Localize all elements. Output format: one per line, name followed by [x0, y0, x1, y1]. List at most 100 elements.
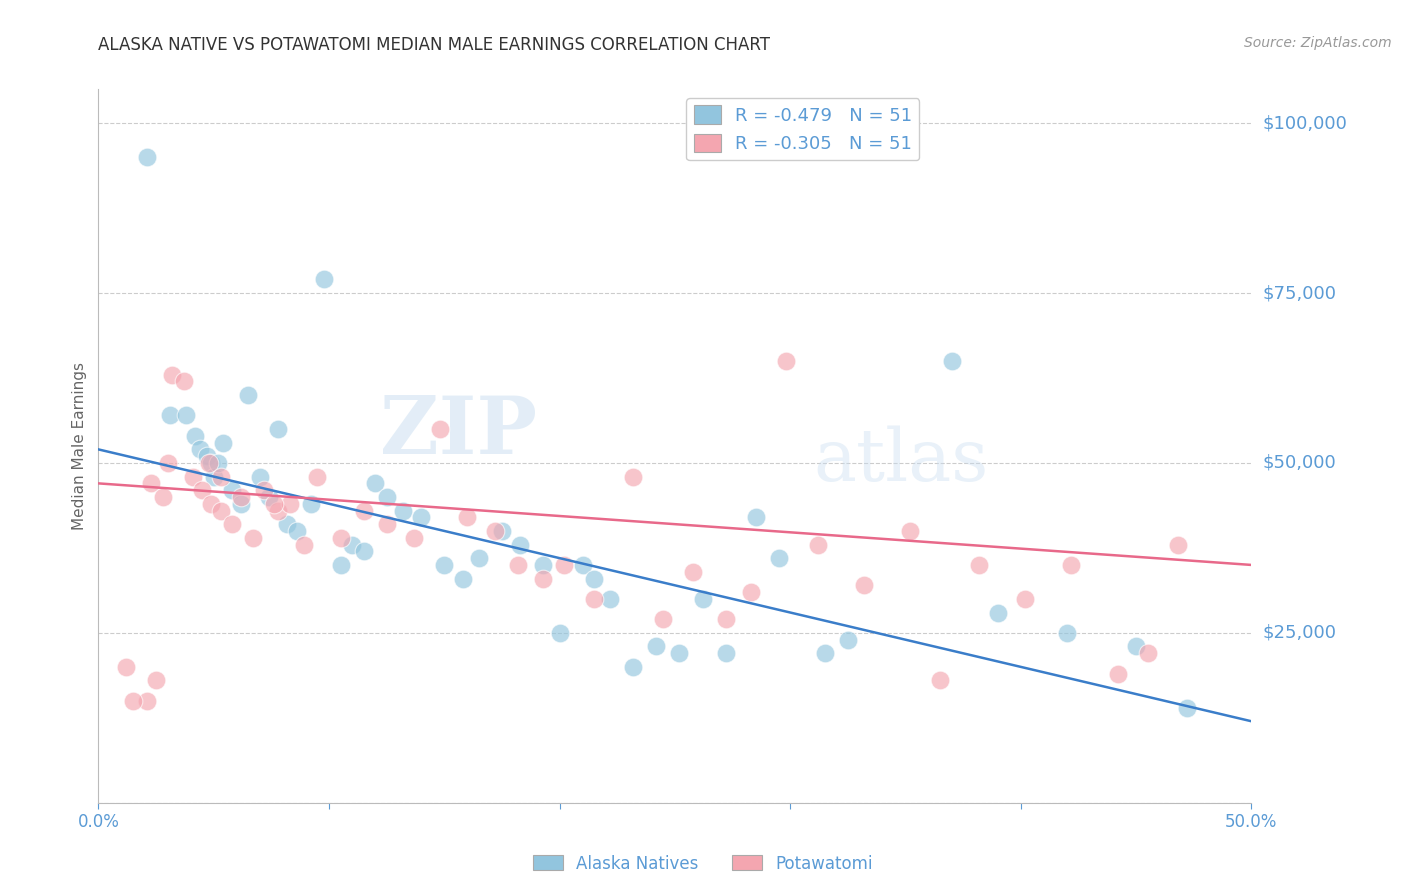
Text: ZIP: ZIP — [380, 392, 537, 471]
Point — [267, 422, 290, 436]
Point — [307, 469, 329, 483]
Point — [929, 673, 952, 688]
Point — [571, 558, 593, 572]
Point — [209, 469, 232, 483]
Point — [135, 150, 157, 164]
Point — [207, 456, 229, 470]
Point — [987, 606, 1010, 620]
Point — [159, 409, 181, 423]
Point — [267, 503, 290, 517]
Point — [533, 572, 555, 586]
Point — [238, 388, 260, 402]
Text: atlas: atlas — [813, 425, 988, 496]
Point — [744, 510, 766, 524]
Point — [173, 375, 195, 389]
Point — [135, 694, 157, 708]
Point — [221, 483, 243, 498]
Point — [1175, 700, 1198, 714]
Point — [242, 531, 264, 545]
Point — [553, 558, 575, 572]
Point — [184, 429, 207, 443]
Point — [404, 531, 426, 545]
Point — [621, 660, 644, 674]
Point — [188, 442, 211, 457]
Point — [1014, 591, 1036, 606]
Point — [491, 524, 513, 538]
Legend: Alaska Natives, Potawatomi: Alaska Natives, Potawatomi — [526, 848, 880, 880]
Point — [775, 354, 797, 368]
Point — [292, 537, 315, 551]
Point — [1060, 558, 1083, 572]
Point — [299, 497, 322, 511]
Point — [814, 646, 837, 660]
Point — [276, 517, 298, 532]
Point — [668, 646, 690, 660]
Point — [263, 497, 285, 511]
Point — [191, 483, 214, 498]
Point — [285, 524, 308, 538]
Point — [353, 503, 375, 517]
Point — [506, 558, 529, 572]
Point — [682, 565, 704, 579]
Point — [484, 524, 506, 538]
Point — [807, 537, 830, 551]
Point — [509, 537, 531, 551]
Legend: R = -0.479   N = 51, R = -0.305   N = 51: R = -0.479 N = 51, R = -0.305 N = 51 — [686, 98, 920, 161]
Point — [340, 537, 363, 551]
Point — [122, 694, 145, 708]
Point — [115, 660, 138, 674]
Point — [375, 490, 398, 504]
Text: ALASKA NATIVE VS POTAWATOMI MEDIAN MALE EARNINGS CORRELATION CHART: ALASKA NATIVE VS POTAWATOMI MEDIAN MALE … — [98, 36, 770, 54]
Point — [209, 503, 232, 517]
Point — [364, 476, 387, 491]
Point — [231, 497, 253, 511]
Point — [714, 646, 737, 660]
Point — [200, 497, 222, 511]
Point — [837, 632, 859, 647]
Point — [329, 531, 352, 545]
Y-axis label: Median Male Earnings: Median Male Earnings — [72, 362, 87, 530]
Point — [152, 490, 174, 504]
Point — [468, 551, 491, 566]
Point — [278, 497, 301, 511]
Point — [329, 558, 352, 572]
Point — [583, 572, 606, 586]
Point — [740, 585, 762, 599]
Point — [145, 673, 167, 688]
Point — [181, 469, 204, 483]
Point — [221, 517, 243, 532]
Point — [621, 469, 644, 483]
Point — [253, 483, 276, 498]
Point — [433, 558, 456, 572]
Point — [1125, 640, 1147, 654]
Point — [599, 591, 621, 606]
Point — [548, 626, 571, 640]
Point — [898, 524, 921, 538]
Point — [967, 558, 990, 572]
Point — [1167, 537, 1189, 551]
Point — [375, 517, 398, 532]
Point — [456, 510, 478, 524]
Point — [411, 510, 433, 524]
Point — [212, 435, 235, 450]
Text: $100,000: $100,000 — [1263, 114, 1347, 132]
Point — [141, 476, 163, 491]
Point — [314, 272, 336, 286]
Point — [692, 591, 714, 606]
Point — [714, 612, 737, 626]
Text: $25,000: $25,000 — [1263, 624, 1337, 642]
Point — [200, 456, 222, 470]
Point — [429, 422, 451, 436]
Text: $75,000: $75,000 — [1263, 284, 1337, 302]
Text: $50,000: $50,000 — [1263, 454, 1336, 472]
Point — [652, 612, 675, 626]
Point — [1107, 666, 1129, 681]
Point — [353, 544, 375, 558]
Point — [198, 456, 221, 470]
Point — [451, 572, 474, 586]
Point — [768, 551, 790, 566]
Point — [195, 449, 218, 463]
Point — [257, 490, 280, 504]
Point — [941, 354, 963, 368]
Point — [391, 503, 413, 517]
